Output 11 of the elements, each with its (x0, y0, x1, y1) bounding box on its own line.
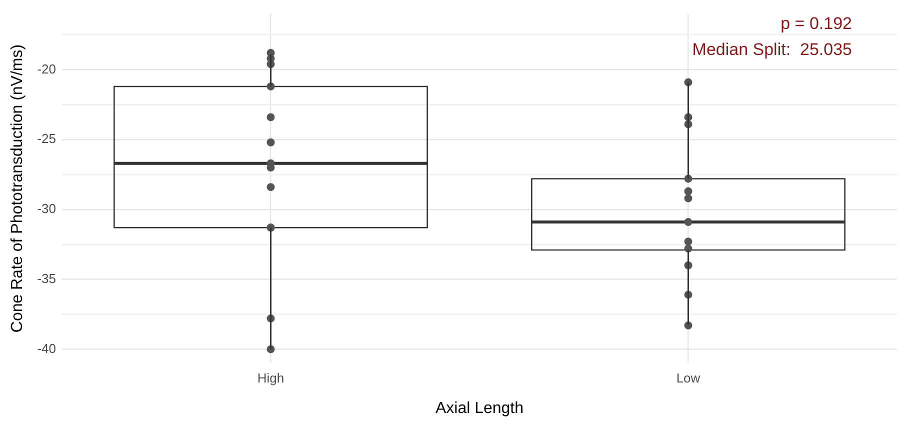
x-tick-label: Low (676, 370, 701, 386)
y-tick-label: -30 (37, 201, 56, 216)
y-tick-label: -20 (37, 61, 56, 76)
annotation: Median Split: 25.035 (692, 40, 852, 60)
y-tick-label: -40 (37, 340, 56, 356)
y-tick-label: -35 (37, 270, 56, 286)
y-axis-title: Cone Rate of Phototransduction (nV/ms) (9, 44, 26, 333)
y-tick-label: -25 (37, 131, 56, 146)
x-tick-label: High (257, 370, 284, 386)
x-axis-title: Axial Length (435, 400, 524, 417)
annotation: p = 0.192 (780, 14, 852, 34)
